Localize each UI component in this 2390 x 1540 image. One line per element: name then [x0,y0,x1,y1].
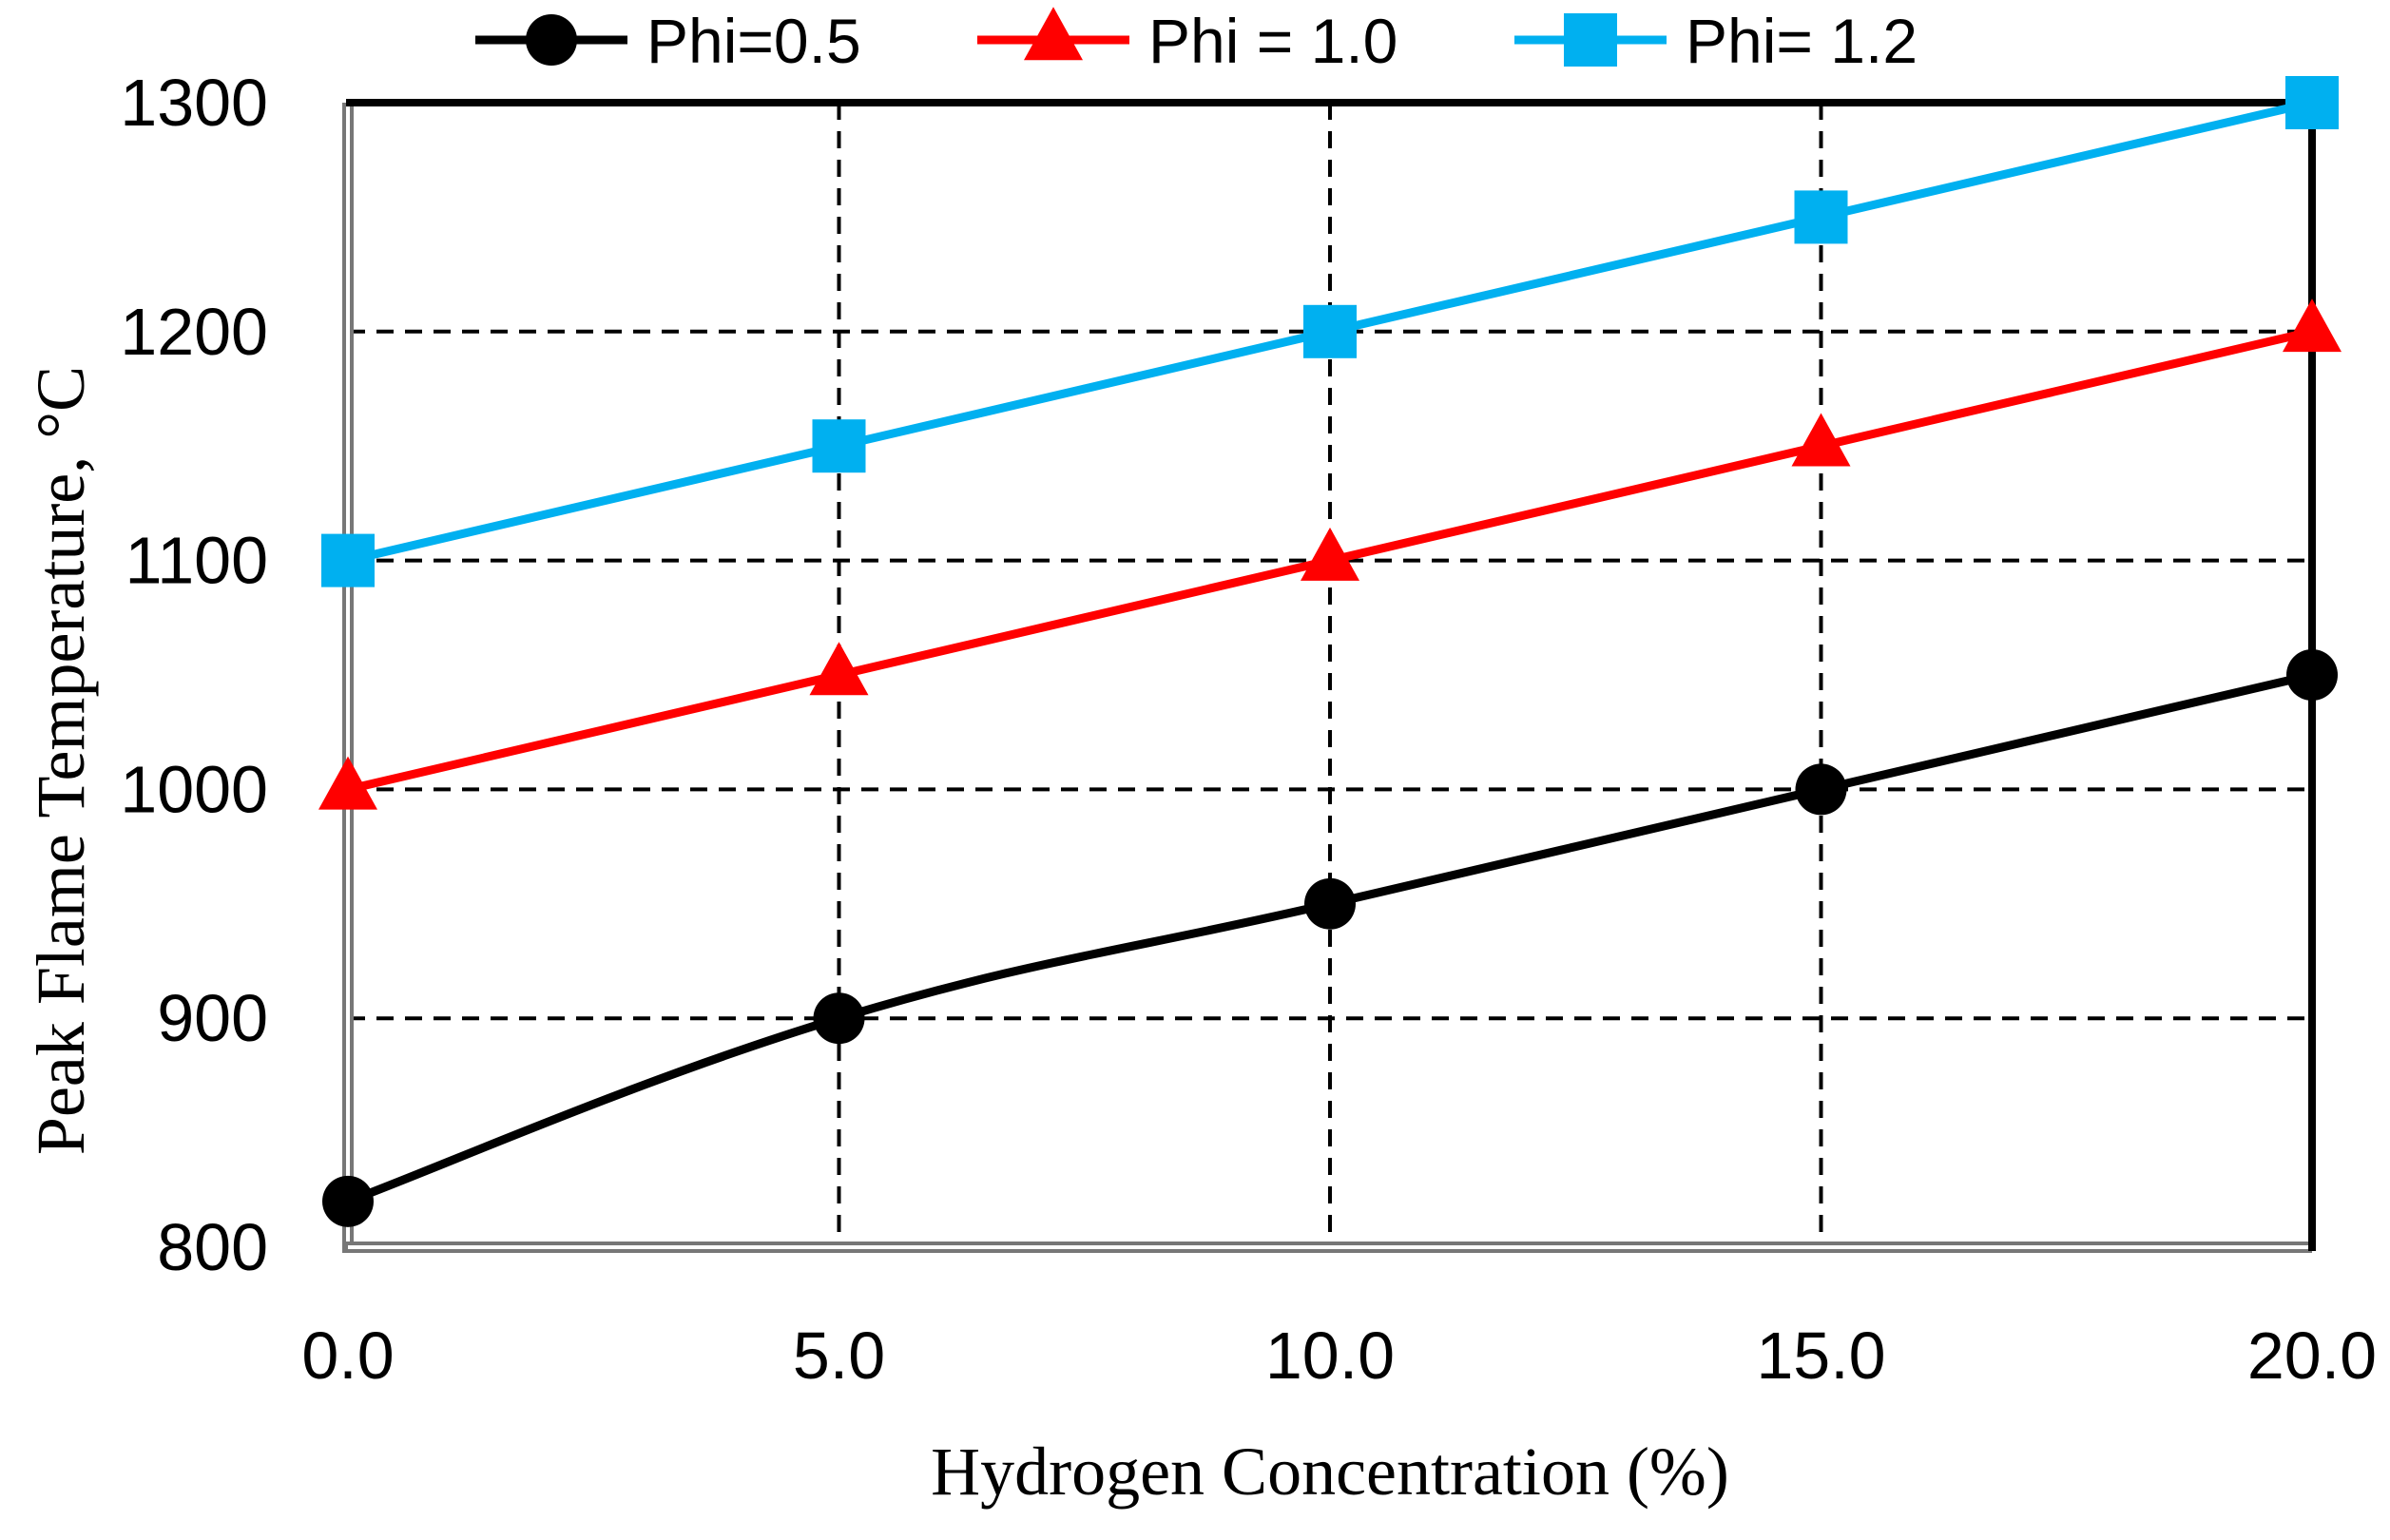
data-point-square [321,533,375,587]
x-tick-labels: 0.0 5.0 10.0 15.0 20.0 [301,1319,2377,1393]
data-point-circle [1304,877,1356,930]
data-point-square [1303,304,1357,358]
y-tick-labels: 800 900 1000 1100 1200 1300 [120,66,268,1284]
y-axis-unit: °C [23,366,99,439]
legend-item: Phi= 1.2 [1514,6,1918,76]
data-point-square [2285,76,2339,129]
legend-label: Phi = 1.0 [1148,6,1397,76]
data-point-triangle [1791,413,1851,467]
y-axis-title-text: Peak Flame Temperature, [23,439,99,1155]
data-point-circle [526,14,577,66]
y-tick-label: 1100 [125,524,268,598]
series-layer [318,76,2342,1227]
data-point-triangle [809,642,869,696]
x-tick-label: 15.0 [1756,1319,1885,1393]
data-point-circle [813,992,865,1045]
x-tick-label: 0.0 [301,1319,394,1393]
legend-label: Phi=0.5 [646,6,861,76]
data-point-triangle [1024,7,1083,61]
data-point-square [1794,190,1848,244]
data-point-circle [322,1175,374,1227]
data-point-square [1564,13,1617,67]
y-tick-label: 800 [157,1210,268,1284]
legend-label: Phi= 1.2 [1686,6,1918,76]
x-tick-label: 10.0 [1265,1319,1395,1393]
y-tick-label: 1200 [120,295,268,369]
legend: Phi=0.5 Phi = 1.0 Phi= 1.2 [475,6,1918,76]
data-point-square [812,419,866,473]
grid-lines [348,103,2312,1247]
data-point-circle [1795,763,1847,816]
y-axis-title: Peak Flame Temperature, °C [23,366,99,1155]
series-2 [318,298,2342,810]
y-axis-title-group: Peak Flame Temperature, °C [23,366,99,1155]
data-point-triangle [2283,298,2342,353]
legend-item: Phi = 1.0 [977,6,1397,76]
series-3 [321,76,2339,587]
legend-item: Phi=0.5 [475,6,861,76]
series-1 [322,649,2338,1227]
x-axis-title: Hydrogen Concentration (%) [931,1434,1729,1510]
data-point-triangle [318,756,377,810]
x-tick-label: 20.0 [2247,1319,2377,1393]
y-tick-label: 1300 [120,66,268,140]
y-tick-label: 1000 [120,752,268,826]
data-point-circle [2286,649,2338,701]
data-point-triangle [1301,527,1359,581]
y-tick-label: 900 [157,981,268,1055]
plot-frame [342,99,2316,1253]
x-tick-label: 5.0 [793,1319,885,1393]
